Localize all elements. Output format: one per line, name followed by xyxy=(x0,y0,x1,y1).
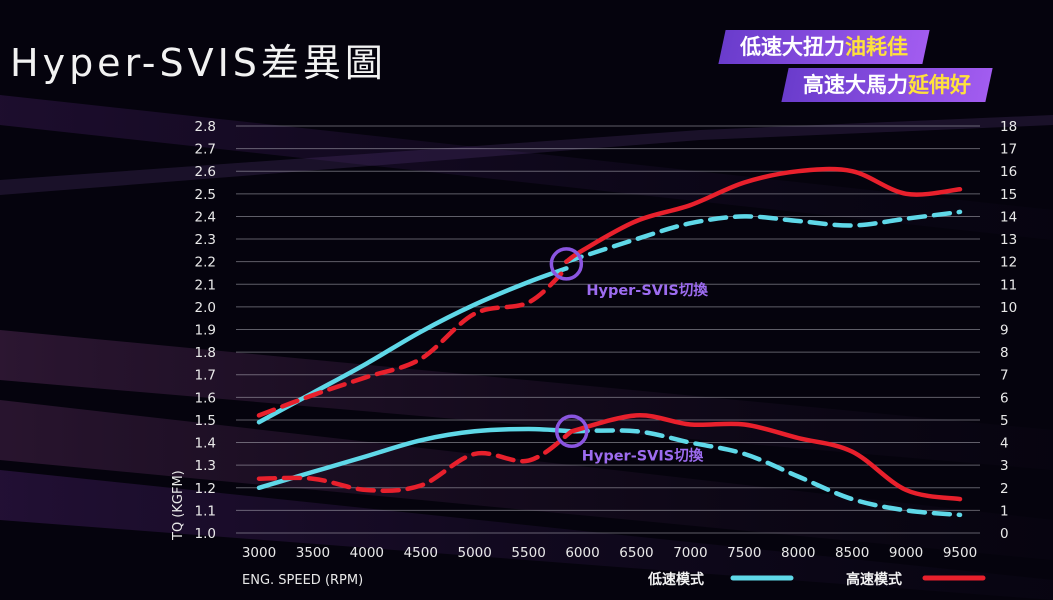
x-tick-label: 5000 xyxy=(458,545,492,561)
y-tick-label-left: 1.3 xyxy=(195,458,216,474)
y-tick-label-left: 2.0 xyxy=(195,300,216,316)
x-tick-label: 7500 xyxy=(727,545,761,561)
y-tick-label-left: 2.5 xyxy=(195,187,216,203)
y-tick-label-left: 1.4 xyxy=(195,436,216,452)
x-tick-label: 4500 xyxy=(404,545,438,561)
y-tick-label-left: 1.8 xyxy=(195,345,216,361)
y-axis-left-ticks: 1.0 1.1 1.2 1.3 1.4 1.5 1.6 1.7 1.8 1.9 2.0 2.1 2.2 2… xyxy=(195,119,216,542)
y-tick-label-left: 1.7 xyxy=(195,368,216,384)
y-tick-label-left: 1.5 xyxy=(195,413,216,429)
y-tick-label-right: 3 xyxy=(1000,458,1009,474)
y-tick-label-right: 2 xyxy=(1000,481,1009,497)
legend-label-low: 低速模式 xyxy=(647,571,704,588)
y-tick-label-left: 2.4 xyxy=(195,209,216,225)
chart-annotations: Hyper-SVIS切換 Hyper-SVIS切換 xyxy=(549,247,708,464)
x-tick-label: 8000 xyxy=(781,545,815,561)
y-tick-label-right: 1 xyxy=(1000,503,1009,519)
chart-legend: 低速模式 高速模式 xyxy=(647,571,986,588)
y-tick-label-right: 17 xyxy=(1000,142,1017,158)
y-tick-label-right: 16 xyxy=(1000,164,1017,180)
switch-point-marker xyxy=(549,247,584,281)
series-line-high-torque-2 xyxy=(256,429,575,493)
x-tick-label: 6500 xyxy=(619,545,653,561)
x-tick-label: 9000 xyxy=(889,545,923,561)
y-tick-label-right: 0 xyxy=(1000,526,1009,542)
y-axis-title: TQ (KGFM) xyxy=(171,470,186,541)
y-tick-label-left: 2.7 xyxy=(195,142,216,158)
y-tick-label-right: 11 xyxy=(1000,277,1017,293)
switch-point-label: Hyper-SVIS切換 xyxy=(586,281,708,299)
y-tick-label-right: 7 xyxy=(1000,368,1009,384)
y-tick-label-right: 12 xyxy=(1000,255,1017,271)
y-tick-label-right: 9 xyxy=(1000,323,1009,339)
series-line-low-torque-2 xyxy=(256,426,575,491)
y-tick-label-right: 5 xyxy=(1000,413,1009,429)
x-tick-label: 9500 xyxy=(943,545,977,561)
chart-series xyxy=(256,166,963,518)
x-tick-label: 8500 xyxy=(835,545,869,561)
series-line-high-power-2 xyxy=(569,413,963,502)
y-tick-label-left: 1.2 xyxy=(195,481,216,497)
x-axis-ticks: 3000 3500 4000 4500 5000 5500 6000 6500 7000 7500… xyxy=(242,545,977,561)
x-axis-title: ENG. SPEED (RPM) xyxy=(242,573,363,588)
y-tick-label-left: 1.0 xyxy=(195,526,216,542)
legend-label-high: 高速模式 xyxy=(846,571,902,588)
chart-grid xyxy=(236,125,980,534)
y-tick-label-left: 1.1 xyxy=(195,503,216,519)
y-tick-label-left: 2.8 xyxy=(195,119,216,135)
y-tick-label-left: 2.3 xyxy=(195,232,216,248)
y-tick-label-right: 15 xyxy=(1000,187,1017,203)
y-tick-label-right: 18 xyxy=(1000,119,1017,135)
series-line-high-torque xyxy=(256,266,569,418)
y-tick-label-left: 1.9 xyxy=(195,323,216,339)
x-tick-label: 3500 xyxy=(296,545,330,561)
y-tick-label-left: 2.2 xyxy=(195,255,216,271)
series-line-low-power-2 xyxy=(569,428,963,518)
y-tick-label-left: 1.6 xyxy=(195,390,216,406)
switch-point-label: Hyper-SVIS切換 xyxy=(582,446,704,464)
series-line-low-power xyxy=(564,209,963,264)
y-tick-label-left: 2.1 xyxy=(195,277,216,293)
x-tick-label: 4000 xyxy=(350,545,384,561)
series-line-high-power xyxy=(564,166,963,264)
switch-point-marker xyxy=(555,414,589,448)
y-tick-label-right: 6 xyxy=(1000,390,1009,406)
x-tick-label: 7000 xyxy=(673,545,707,561)
x-tick-label: 3000 xyxy=(242,545,276,561)
y-tick-label-right: 8 xyxy=(1000,345,1009,361)
y-tick-label-right: 4 xyxy=(1000,436,1009,452)
y-tick-label-left: 2.6 xyxy=(195,164,216,180)
y-tick-label-right: 10 xyxy=(1000,300,1017,316)
page-title: Hyper-SVIS差異圖 xyxy=(10,41,387,85)
y-tick-label-right: 14 xyxy=(1000,209,1017,225)
x-tick-label: 6000 xyxy=(565,545,599,561)
x-tick-label: 5500 xyxy=(511,545,545,561)
y-tick-label-right: 13 xyxy=(1000,232,1017,248)
